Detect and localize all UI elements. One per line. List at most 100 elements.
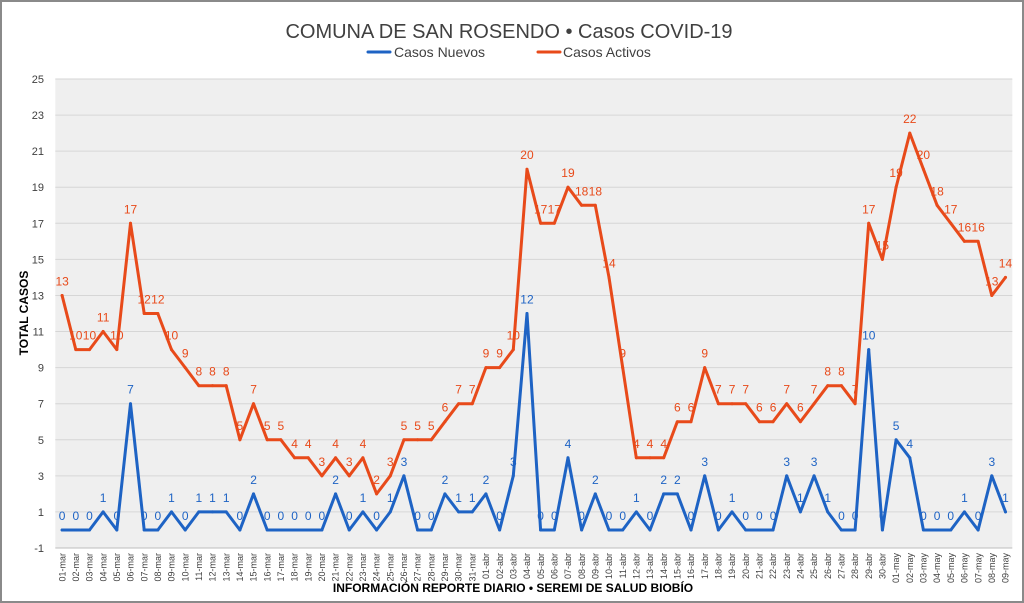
y-tick-label: 19: [32, 182, 44, 194]
y-tick-label: 5: [38, 435, 44, 447]
x-tick-label: 25-abr: [809, 553, 819, 579]
data-label-casos-activos: 8: [824, 365, 831, 379]
data-label-casos-nuevos: 12: [520, 293, 534, 307]
data-label-casos-nuevos: 0: [278, 509, 285, 523]
data-label-casos-nuevos: 0: [428, 509, 435, 523]
x-tick-label: 02-abr: [495, 553, 505, 579]
data-label-casos-activos: 20: [520, 148, 534, 162]
data-point-casos-activos: [115, 348, 119, 352]
data-label-casos-activos: 7: [742, 383, 749, 397]
data-point-casos-nuevos: [634, 510, 638, 514]
data-label-casos-nuevos: 1: [824, 491, 831, 505]
data-point-casos-activos: [60, 293, 64, 297]
x-tick-label: 09-may: [1001, 553, 1011, 584]
x-tick-label: 26-mar: [399, 553, 409, 582]
data-label-casos-activos: 7: [715, 383, 722, 397]
data-point-casos-activos: [634, 456, 638, 460]
data-label-casos-nuevos: 4: [906, 437, 913, 451]
data-point-casos-nuevos: [183, 528, 187, 532]
y-tick-label: 9: [38, 363, 44, 375]
data-point-casos-activos: [785, 402, 789, 406]
data-label-casos-nuevos: 0: [537, 509, 544, 523]
data-point-casos-nuevos: [566, 456, 570, 460]
data-point-casos-nuevos: [375, 528, 379, 532]
data-label-casos-nuevos: 0: [551, 509, 558, 523]
data-point-casos-nuevos: [511, 474, 515, 478]
data-label-casos-nuevos: 0: [920, 509, 927, 523]
y-tick-label: 11: [33, 327, 44, 339]
data-label-casos-activos: 22: [903, 112, 917, 126]
data-point-casos-nuevos: [703, 474, 707, 478]
data-point-casos-activos: [880, 257, 884, 261]
data-point-casos-activos: [334, 456, 338, 460]
x-tick-label: 02-may: [905, 553, 915, 584]
data-label-casos-activos: 19: [889, 166, 903, 180]
legend-label-casos-nuevos: Casos Nuevos: [394, 44, 485, 60]
data-label-casos-nuevos: 0: [838, 509, 845, 523]
data-point-casos-activos: [238, 438, 242, 442]
data-label-casos-nuevos: 0: [373, 509, 380, 523]
data-point-casos-activos: [648, 456, 652, 460]
data-label-casos-activos: 10: [165, 329, 179, 343]
data-label-casos-nuevos: 0: [113, 509, 120, 523]
data-point-casos-activos: [306, 456, 310, 460]
data-point-casos-activos: [621, 366, 625, 370]
data-label-casos-activos: 8: [196, 365, 203, 379]
x-tick-label: 07-mar: [139, 553, 149, 582]
data-label-casos-activos: 7: [250, 383, 257, 397]
data-label-casos-nuevos: 3: [783, 455, 790, 469]
x-tick-label: 02-mar: [71, 553, 81, 582]
data-label-casos-activos: 16: [958, 220, 972, 234]
data-label-casos-nuevos: 0: [756, 509, 763, 523]
data-point-casos-activos: [962, 239, 966, 243]
data-label-casos-activos: 9: [619, 347, 626, 361]
data-label-casos-activos: 14: [999, 256, 1013, 270]
data-point-casos-nuevos: [293, 528, 297, 532]
data-label-casos-activos: 10: [69, 329, 83, 343]
y-axis-title: TOTAL CASOS: [17, 271, 31, 356]
x-tick-label: 22-mar: [344, 553, 354, 582]
data-label-casos-nuevos: 0: [237, 509, 244, 523]
data-label-casos-nuevos: 2: [332, 473, 339, 487]
data-label-casos-activos: 9: [496, 347, 503, 361]
legend: Casos Nuevos Casos Activos: [366, 44, 651, 60]
data-label-casos-nuevos: 3: [811, 455, 818, 469]
data-label-casos-nuevos: 3: [988, 455, 995, 469]
data-label-casos-nuevos: 0: [852, 509, 859, 523]
data-point-casos-activos: [74, 348, 78, 352]
data-label-casos-nuevos: 1: [455, 491, 462, 505]
data-label-casos-activos: 17: [534, 202, 548, 216]
data-label-casos-nuevos: 1: [196, 491, 203, 505]
data-point-casos-activos: [703, 366, 707, 370]
data-point-casos-activos: [293, 456, 297, 460]
data-point-casos-nuevos: [826, 510, 830, 514]
x-tick-label: 10-mar: [180, 553, 190, 582]
data-label-casos-nuevos: 2: [592, 473, 599, 487]
data-point-casos-activos: [224, 384, 228, 388]
data-point-casos-nuevos: [839, 528, 843, 532]
series-line-casos-activos: [60, 131, 1007, 496]
data-point-casos-activos: [347, 474, 351, 478]
data-label-casos-activos: 12: [151, 293, 165, 307]
data-label-casos-activos: 8: [223, 365, 230, 379]
data-point-casos-nuevos: [87, 528, 91, 532]
y-tick-label: 21: [32, 146, 44, 158]
data-point-casos-activos: [265, 438, 269, 442]
x-tick-label: 06-mar: [126, 553, 136, 582]
data-label-casos-nuevos: 7: [127, 383, 134, 397]
data-point-casos-activos: [716, 402, 720, 406]
data-label-casos-nuevos: 0: [619, 509, 626, 523]
data-point-casos-nuevos: [429, 528, 433, 532]
x-tick-label: 24-mar: [372, 553, 382, 582]
data-label-casos-nuevos: 0: [86, 509, 93, 523]
x-tick-label: 20-abr: [741, 553, 751, 579]
data-point-casos-activos: [566, 185, 570, 189]
data-label-casos-nuevos: 0: [414, 509, 421, 523]
data-point-casos-nuevos: [402, 474, 406, 478]
data-label-casos-nuevos: 2: [442, 473, 449, 487]
data-label-casos-nuevos: 1: [961, 491, 968, 505]
data-label-casos-activos: 5: [414, 419, 421, 433]
